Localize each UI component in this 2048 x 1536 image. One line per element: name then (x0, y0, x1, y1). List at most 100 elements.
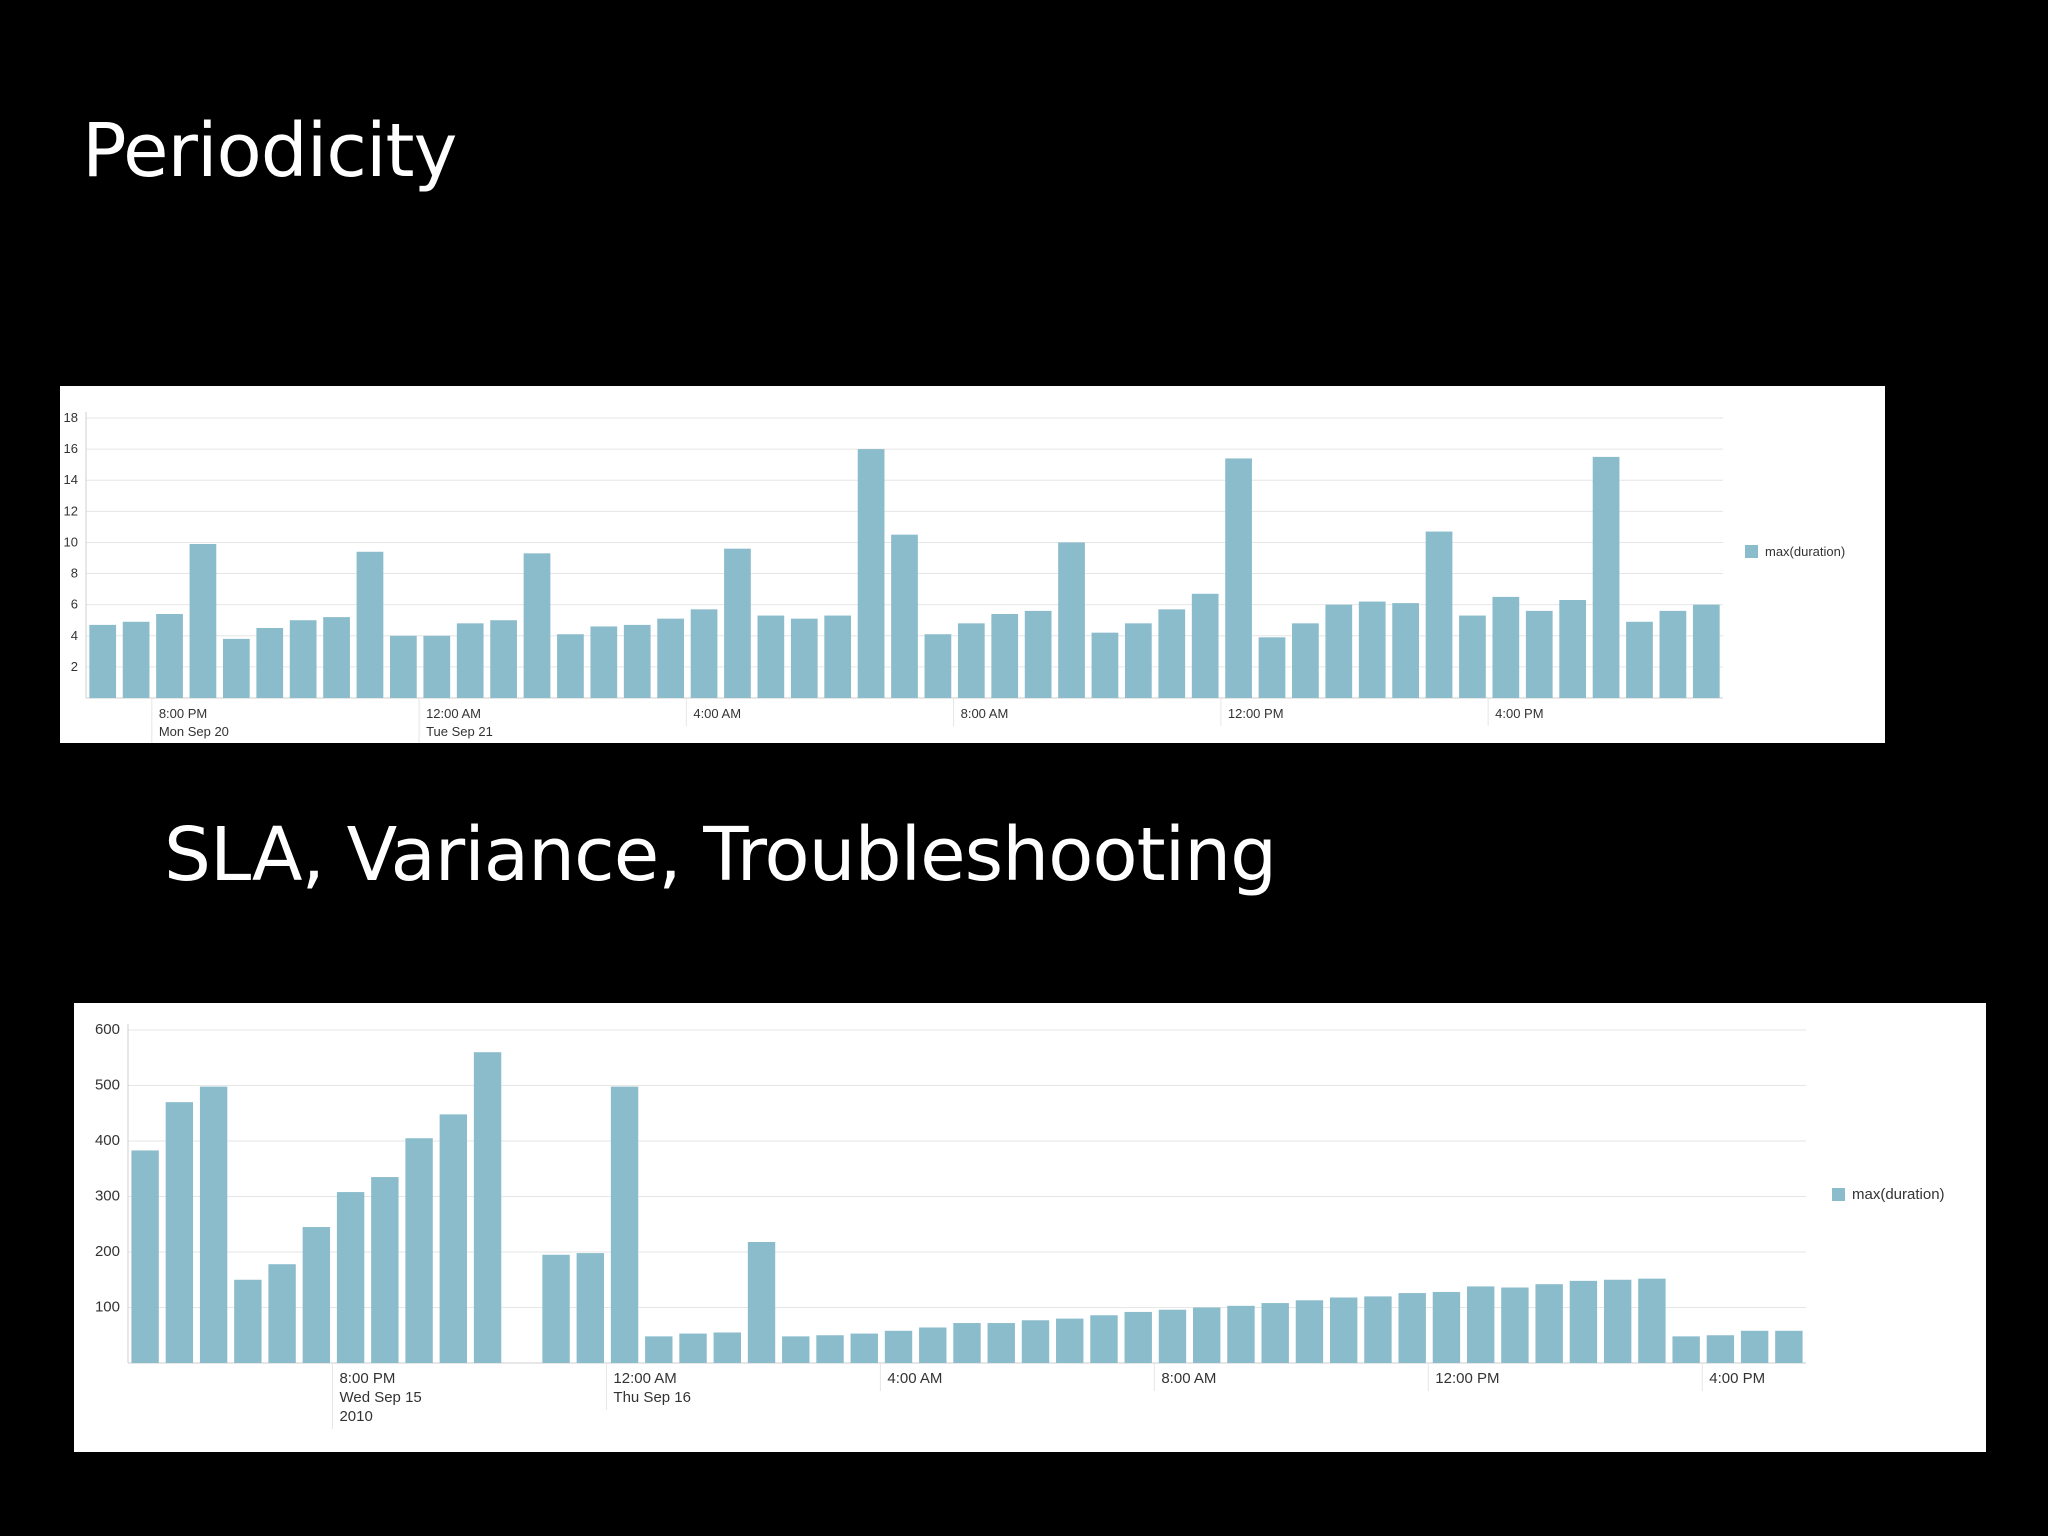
p2-bar (1227, 1305, 1255, 1363)
p1-bar (824, 615, 852, 698)
chart-panel-periodicity: 2 4 6 8 10 12 14 16 18 8:00 PM Mon Sep 20 12:00 AM T… (60, 386, 1885, 743)
p1-bar (256, 628, 284, 698)
p1-x-tick-label: Tue Sep 21 (426, 724, 493, 739)
p2-bar (165, 1102, 194, 1363)
p1-bar (1124, 623, 1152, 698)
p2-bar (645, 1336, 673, 1363)
p1-bar (790, 618, 818, 698)
p1-bar (590, 626, 618, 698)
p2-x-tick-label: 12:00 AM (613, 1370, 676, 1387)
p2-x-tick-label: 8:00 PM (339, 1370, 395, 1387)
p1-bar (1158, 609, 1186, 698)
p1-bar (323, 617, 350, 698)
p1-bar (757, 615, 785, 698)
p2-bar (1672, 1336, 1700, 1363)
p2-bar (1193, 1307, 1221, 1363)
p2-bar (884, 1330, 913, 1363)
p1-bar (523, 553, 551, 698)
p2-bar (679, 1333, 707, 1363)
p1-bar (1492, 596, 1520, 698)
p2-y-tick-label: 200 (95, 1243, 120, 1260)
p1-bar (156, 614, 183, 698)
p1-bar (189, 544, 217, 698)
p2-legend-swatch (1832, 1188, 1845, 1201)
p2-bar (1775, 1330, 1803, 1363)
p1-x-tick-label: Mon Sep 20 (159, 724, 229, 739)
p1-bar (557, 634, 584, 698)
p2-bar (1056, 1318, 1084, 1363)
p2-y-tick-label: 100 (95, 1299, 120, 1316)
p1-bar (423, 635, 451, 698)
p1-bar (1225, 458, 1252, 698)
p1-bar (690, 609, 718, 698)
p1-bar (390, 635, 417, 698)
p2-bar (199, 1086, 228, 1363)
p1-y-tick-label: 10 (64, 534, 78, 549)
p2-x-tick-label: 2010 (339, 1408, 372, 1425)
bar-chart-sla-variance: 100 200 300 400 500 600 8:00 PM Wed Sep 15 2010 1… (95, 1021, 1945, 1429)
p2-bar (1603, 1279, 1632, 1363)
p2-x-tick-label: 8:00 AM (1161, 1370, 1216, 1387)
p2-bar (1432, 1291, 1461, 1363)
p2-bar (1261, 1303, 1289, 1363)
p2-bar (747, 1242, 776, 1363)
chart-panel-sla-variance: 100 200 300 400 500 600 8:00 PM Wed Sep 15 2010 1… (74, 1003, 1986, 1452)
p1-bar (1191, 593, 1219, 698)
p1-bar (1559, 600, 1587, 698)
slide-title-periodicity: Periodicity (82, 108, 457, 194)
p2-bar (919, 1327, 947, 1363)
p2-bar (1364, 1296, 1392, 1363)
p2-x-tick-label: Wed Sep 15 (339, 1389, 421, 1406)
p2-bar (782, 1336, 810, 1363)
p1-bar (724, 548, 751, 698)
p1-x-tick-label: 12:00 AM (426, 706, 481, 721)
p2-bar (473, 1052, 502, 1363)
p1-bar (89, 624, 117, 698)
p1-bar (857, 449, 885, 698)
p2-bar (1295, 1300, 1324, 1363)
p2-bar (1501, 1287, 1529, 1363)
p2-x-tick-label: 12:00 PM (1435, 1370, 1499, 1387)
p1-bar (1358, 601, 1386, 698)
p2-bar (131, 1150, 159, 1363)
p1-x-tick-label: 4:00 PM (1495, 706, 1543, 721)
p2-y-tick-label: 300 (95, 1188, 120, 1205)
p1-bar (957, 623, 985, 698)
p1-bar (289, 620, 317, 698)
p2-bar (542, 1254, 570, 1363)
p1-y-tick-label: 12 (64, 503, 78, 518)
p2-bar (371, 1177, 399, 1363)
p1-bar (1459, 615, 1486, 698)
p2-bar (850, 1333, 878, 1363)
p1-x-tick-label: 8:00 PM (159, 706, 207, 721)
p2-bar (1740, 1330, 1769, 1363)
p1-bar (1058, 542, 1085, 698)
p1-y-tick-label: 18 (64, 410, 78, 425)
p2-bar (234, 1279, 262, 1363)
p1-bar (1091, 632, 1119, 698)
p1-legend-label: max(duration) (1765, 544, 1845, 559)
p2-x-tick-label: 4:00 AM (887, 1370, 942, 1387)
p1-x-tick-label: 8:00 AM (961, 706, 1009, 721)
p1-legend-swatch (1745, 545, 1758, 558)
p1-bar (1626, 621, 1653, 698)
p2-bar (405, 1138, 433, 1363)
p1-bar (1592, 456, 1620, 698)
p2-bar (302, 1227, 331, 1363)
p2-y-tick-label: 400 (95, 1132, 120, 1149)
p1-y-tick-label: 6 (71, 597, 78, 612)
p1-bar (356, 551, 384, 698)
p2-bar (953, 1323, 981, 1363)
p2-legend-label: max(duration) (1852, 1186, 1945, 1203)
p1-bar (891, 534, 918, 698)
p1-bar (490, 620, 517, 698)
p2-bar (713, 1332, 741, 1363)
p1-bar (1392, 603, 1419, 698)
p1-bar (657, 618, 685, 698)
p2-bar (1706, 1335, 1735, 1363)
p2-bar (1638, 1278, 1666, 1363)
p1-x-tick-label: 12:00 PM (1228, 706, 1284, 721)
p2-bar (1398, 1293, 1426, 1363)
p1-bar (1258, 637, 1286, 698)
p2-bar (336, 1192, 365, 1363)
